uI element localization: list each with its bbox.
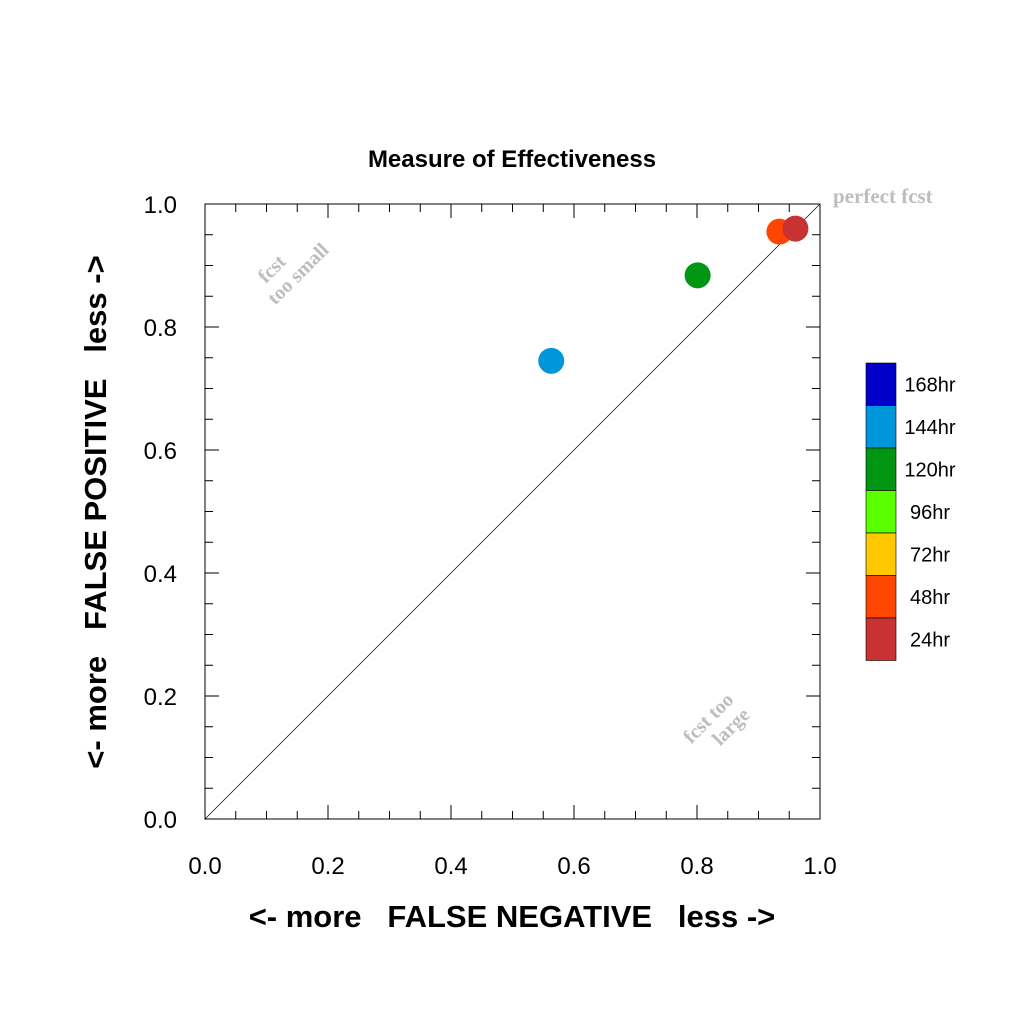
legend-label: 120hr <box>904 459 955 481</box>
x-tick-label: 0.0 <box>188 853 221 880</box>
legend-label: 48hr <box>910 587 950 609</box>
legend-swatch-72hr <box>865 532 897 576</box>
y-tick-label: 0.8 <box>144 315 177 342</box>
x-tick-label: 0.4 <box>434 853 467 880</box>
legend-label: 24hr <box>910 629 950 651</box>
legend-swatch-48hr <box>865 575 897 619</box>
y-tick-label: 0.0 <box>144 807 177 834</box>
data-points <box>538 215 809 374</box>
legend-swatch-144hr <box>865 405 897 449</box>
data-point-24hr <box>782 215 809 242</box>
minor-ticks <box>205 204 820 819</box>
x-axis: 0.0 0.2 0.4 0.6 0.8 1.0 <- more FALSE NE… <box>188 853 836 934</box>
data-point-144hr <box>538 347 565 374</box>
y-axis-label: <- more FALSE POSITIVE less -> <box>78 255 113 768</box>
legend-label: 96hr <box>910 502 950 524</box>
y-tick-label: 0.4 <box>144 561 177 588</box>
major-ticks <box>204 203 821 820</box>
x-tick-label: 0.8 <box>680 853 713 880</box>
y-tick-label: 1.0 <box>144 192 177 219</box>
legend-label: 144hr <box>904 417 955 439</box>
y-tick-label: 0.6 <box>144 438 177 465</box>
legend-label: 72hr <box>910 544 950 566</box>
x-tick-label: 0.2 <box>311 853 344 880</box>
legend: 168hr 144hr 120hr 96hr 72hr 48hr 24hr <box>865 362 956 661</box>
data-point-120hr <box>684 262 711 289</box>
y-tick-label: 0.2 <box>144 684 177 711</box>
plot-area <box>204 203 821 820</box>
x-axis-label: <- more FALSE NEGATIVE less -> <box>249 899 776 934</box>
chart-title: Measure of Effectiveness <box>368 146 656 173</box>
x-tick-label: 1.0 <box>803 853 836 880</box>
legend-swatch-24hr <box>865 617 897 661</box>
legend-swatch-168hr <box>865 362 897 406</box>
diagonal-reference-line <box>204 203 821 820</box>
annotations: perfect fcst fcst too small fcst too lar… <box>254 184 933 750</box>
legend-swatch-120hr <box>865 447 897 491</box>
y-axis: 0.0 0.2 0.4 0.6 0.8 1.0 <- more FALSE PO… <box>78 192 177 834</box>
legend-label: 168hr <box>904 374 955 396</box>
x-tick-label: 0.6 <box>557 853 590 880</box>
perfect-forecast-label: perfect fcst <box>833 184 933 208</box>
legend-swatch-96hr <box>865 490 897 534</box>
